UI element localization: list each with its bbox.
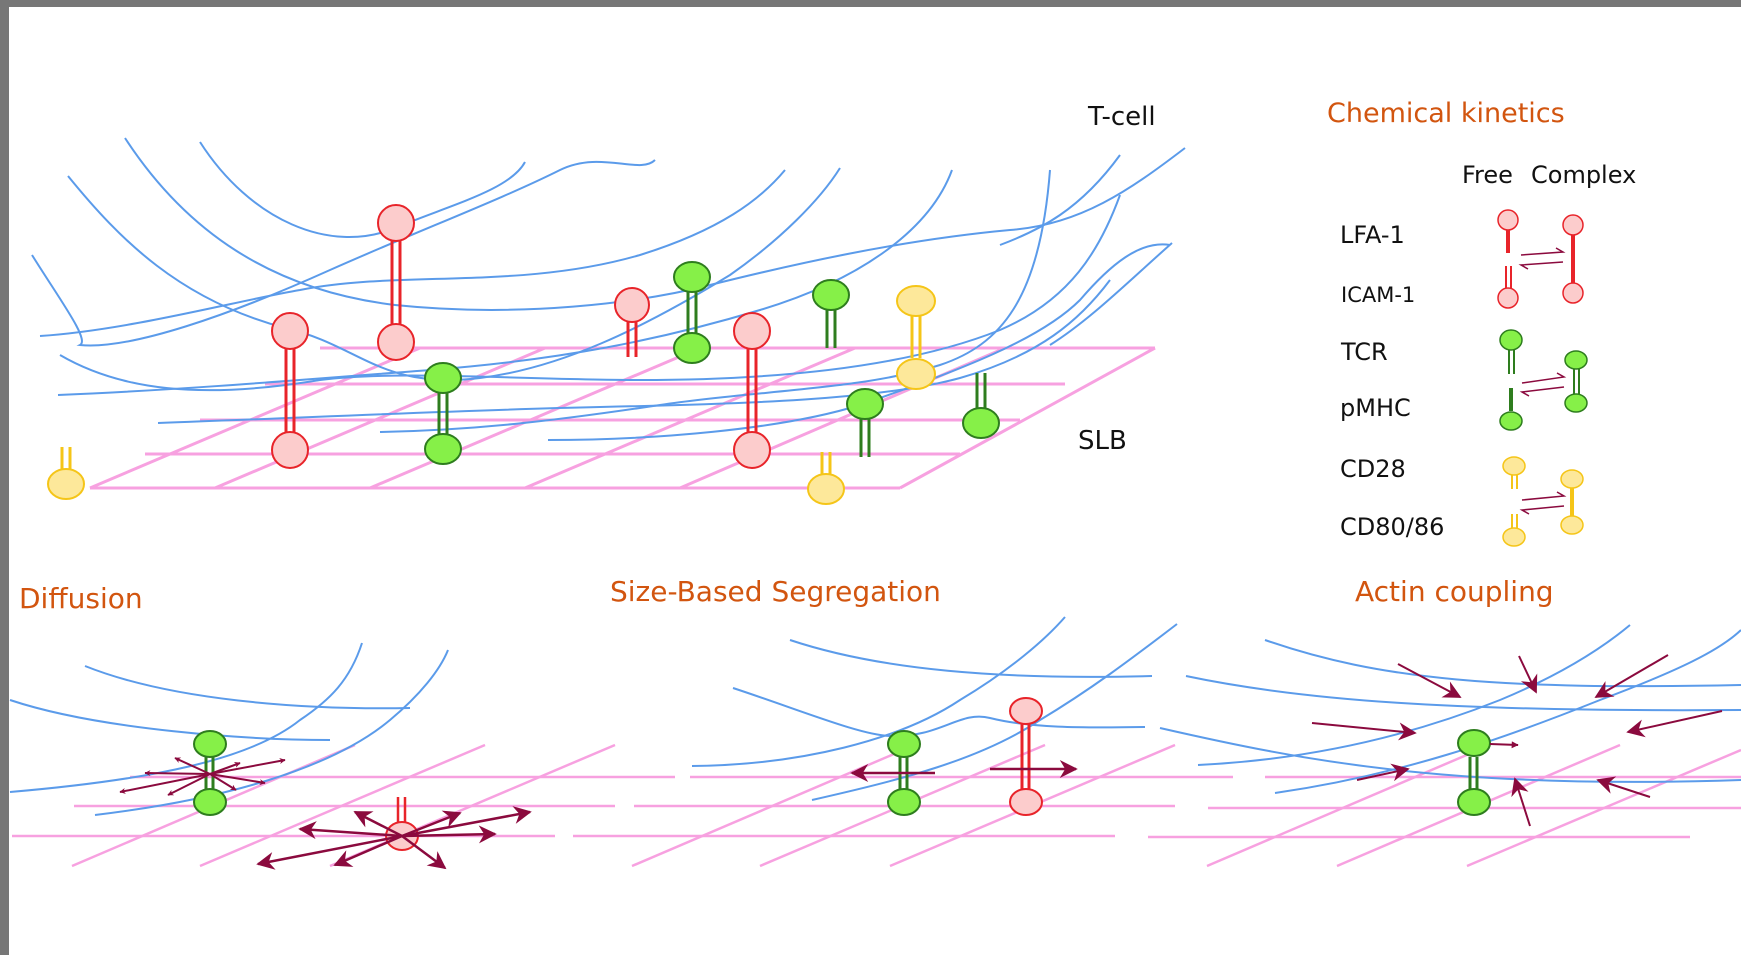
segregation-tcr-complex bbox=[887, 730, 921, 816]
legend-label-cd28: CD28 bbox=[1340, 455, 1406, 483]
legend-label-icam1: ICAM-1 bbox=[1341, 283, 1415, 307]
diffusion-actin bbox=[9, 642, 449, 816]
free-lfa1 bbox=[614, 287, 650, 357]
legend-cd28-free bbox=[1502, 456, 1526, 489]
free-cd80-2 bbox=[807, 452, 845, 505]
segregation-actin bbox=[691, 616, 1178, 801]
free-tcr-2 bbox=[846, 388, 884, 457]
legend-tcr-complex bbox=[1564, 350, 1588, 413]
cd28-cd80-complex bbox=[896, 285, 936, 390]
legend-label-pmhc: pMHC bbox=[1340, 394, 1411, 422]
legend-lfa1-complex bbox=[1562, 214, 1584, 304]
tcell-label: T-cell bbox=[1087, 102, 1156, 132]
free-tcr-1 bbox=[812, 279, 850, 348]
lfa1-icam1-complex-3 bbox=[733, 312, 771, 469]
legend-equilibrium-arrows-tcr bbox=[1519, 372, 1567, 397]
diffusion-heading: Diffusion bbox=[19, 582, 143, 615]
actin-panel-arrows bbox=[1311, 654, 1723, 827]
lfa1-icam1-complex-1 bbox=[377, 204, 415, 361]
legend-label-cd80: CD80/86 bbox=[1340, 513, 1444, 541]
free-cd80-1 bbox=[47, 447, 85, 500]
segregation-arrows bbox=[850, 760, 1078, 782]
legend-cd28-complex bbox=[1560, 469, 1584, 535]
segregation-heading: Size-Based Segregation bbox=[610, 575, 941, 608]
actin-panel-tcr-complex bbox=[1457, 729, 1491, 816]
legend-col-complex: Complex bbox=[1531, 161, 1636, 189]
figure-svg: T-cell SLB Chemical kinetics Free Comple… bbox=[9, 98, 1741, 870]
legend-title: Chemical kinetics bbox=[1327, 98, 1565, 129]
actin-filaments bbox=[31, 137, 1186, 441]
figure-canvas: T-cell SLB Chemical kinetics Free Comple… bbox=[9, 7, 1741, 955]
tcr-pmhc-complex-2 bbox=[673, 261, 711, 364]
legend-equilibrium-arrows-lfa1 bbox=[1518, 247, 1566, 270]
legend-label-lfa1: LFA-1 bbox=[1340, 221, 1405, 249]
diffusion-arrows-small bbox=[119, 757, 286, 796]
legend-col-free: Free bbox=[1462, 161, 1513, 189]
legend-tcr-free bbox=[1499, 329, 1523, 374]
actin-panel-filaments bbox=[1159, 624, 1741, 794]
legend-label-tcr: TCR bbox=[1340, 338, 1388, 366]
free-pmhc bbox=[962, 373, 1000, 439]
diffusion-arrows-large bbox=[256, 806, 532, 870]
actin-heading: Actin coupling bbox=[1355, 575, 1554, 608]
legend-cd80-free bbox=[1502, 514, 1526, 547]
lfa1-icam1-complex-2 bbox=[271, 312, 309, 469]
legend-lfa1-free bbox=[1497, 209, 1519, 253]
legend-icam1-free bbox=[1497, 266, 1519, 309]
slb-label: SLB bbox=[1078, 426, 1127, 456]
tcr-pmhc-complex-1 bbox=[424, 362, 462, 465]
legend-equilibrium-arrows-cd28 bbox=[1519, 491, 1567, 515]
legend-pmhc-free bbox=[1499, 388, 1523, 431]
segregation-lfa1-complex bbox=[1009, 697, 1043, 816]
